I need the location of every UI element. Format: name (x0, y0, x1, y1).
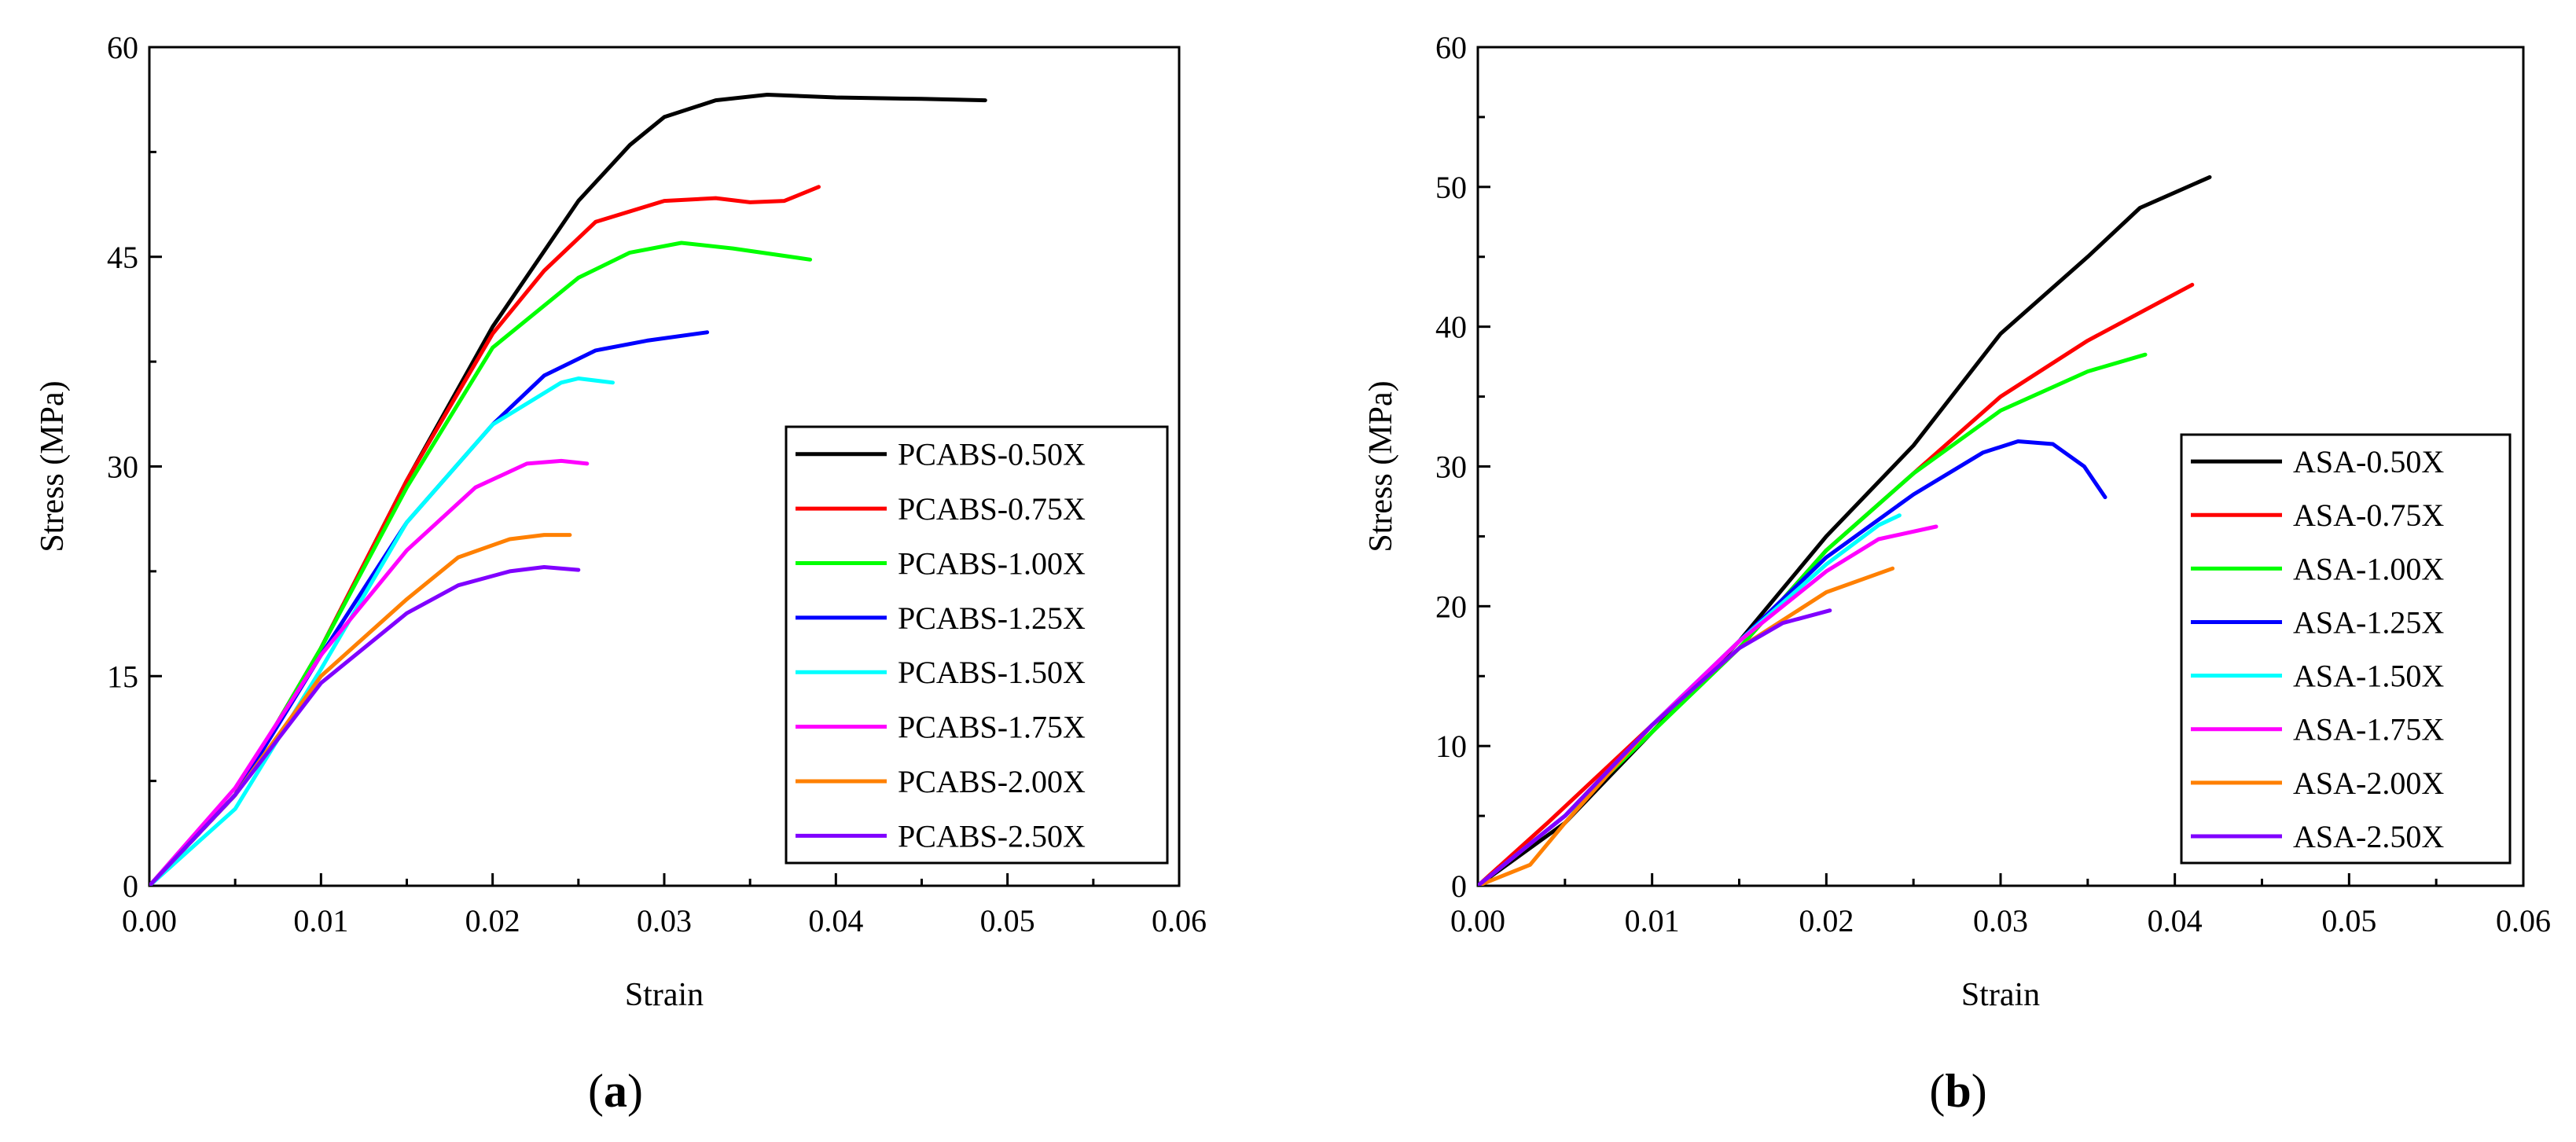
panel-b-legend-label: ASA-1.25X (2293, 604, 2444, 640)
panel-b-y-tick-label: 20 (1435, 589, 1467, 624)
panel-b-series-asa-0-50x (1478, 174, 2212, 886)
panel-a-legend-label: PCABS-0.75X (898, 491, 1086, 527)
panel-b-x-tick-label: 0.02 (1799, 903, 1854, 938)
panel-b-y-tick-label: 30 (1435, 450, 1467, 485)
panel-b-legend-label: ASA-1.50X (2293, 659, 2444, 694)
panel-a-legend-label: PCABS-1.00X (898, 545, 1086, 581)
panel-b-legend-label: ASA-2.50X (2293, 819, 2444, 854)
panel-b-x-tick-label: 0.04 (2148, 903, 2203, 938)
panel-a-x-tick-label: 0.05 (980, 903, 1035, 938)
panel-a-x-tick-label: 0.06 (1152, 903, 1207, 938)
panel-b-series-asa-1-25x (1478, 439, 2107, 886)
panel-a-legend-box (785, 425, 1169, 865)
panel-a-y-tick-label: 15 (107, 659, 138, 694)
panel-label-a: (a) (588, 1065, 643, 1117)
panel-a-legend-label: PCABS-2.00X (898, 764, 1086, 799)
panel-b-legend-label: ASA-0.75X (2293, 498, 2444, 533)
panel-b-x-tick-label: 0.06 (2496, 903, 2551, 938)
panel-b-series-asa-2-50x (1478, 608, 1832, 886)
panel-a-x-axis-label: Strain (625, 977, 704, 1013)
panel-a-series-pcabs-1-25x (149, 330, 710, 886)
panel-b-y-tick-label: 50 (1435, 170, 1467, 205)
panel-b-x-tick-label: 0.05 (2321, 903, 2376, 938)
panel-a-series-pcabs-0-75x (149, 185, 821, 886)
panel-a-legend-label: PCABS-1.25X (898, 600, 1086, 636)
panel-a-series-pcabs-2-00x (149, 533, 572, 886)
panel-b-y-tick-label: 0 (1451, 868, 1467, 904)
panel-b-y-tick-label: 60 (1435, 30, 1467, 65)
panel-b-y-tick-label: 40 (1435, 310, 1467, 345)
panel-a-x-tick-label: 0.00 (122, 903, 177, 938)
panel-b-legend-label: ASA-1.00X (2293, 551, 2444, 586)
panel-a-legend-label: PCABS-1.75X (898, 710, 1086, 745)
panel-a-legend-label: PCABS-0.50X (898, 437, 1086, 472)
panel-b-x-tick-label: 0.03 (1973, 903, 2028, 938)
panel-a-x-tick-label: 0.04 (808, 903, 863, 938)
chart-panel-b: 0.00 0.01 0.02 0.03 0.04 0.05 0.06 0 10 20 30 40 50 6… (1363, 30, 2551, 1013)
panel-b-legend-label: ASA-0.50X (2293, 444, 2444, 479)
panel-b-x-axis-label: Strain (1961, 977, 2040, 1013)
panel-a-y-tick-label: 0 (123, 868, 138, 904)
panel-a-y-tick-label: 60 (107, 30, 138, 65)
panel-b-legend-label: ASA-2.00X (2293, 766, 2444, 801)
panel-a-series-pcabs-2-50x (149, 565, 581, 886)
panel-a-series-pcabs-1-50x (149, 376, 615, 886)
panel-b-legend-box (2180, 433, 2512, 865)
panel-a-y-axis-label: Stress (MPa) (35, 380, 71, 552)
panel-a-x-tick-label: 0.01 (293, 903, 348, 938)
panel-a-y-tick-label: 45 (107, 240, 138, 275)
panel-b-y-axis-label: Stress (MPa) (1363, 380, 1399, 552)
panel-b-legend-label: ASA-1.75X (2293, 712, 2444, 747)
panel-a-legend-label: PCABS-2.50X (898, 818, 1086, 854)
panel-b-y-tick-label: 10 (1435, 729, 1467, 764)
chart-panel-a: 0.00 0.01 0.02 0.03 0.04 0.05 0.06 0 15 30 45 60 Str… (35, 30, 1207, 1013)
panel-b-x-tick-label: 0.00 (1450, 903, 1505, 938)
panel-b-x-tick-label: 0.01 (1625, 903, 1680, 938)
panel-a-x-tick-label: 0.03 (637, 903, 692, 938)
panel-label-b: (b) (1929, 1065, 1986, 1117)
panel-a-series-pcabs-1-75x (149, 458, 590, 886)
panel-a-y-tick-label: 30 (107, 450, 138, 485)
panel-a-legend-label: PCABS-1.50X (898, 655, 1086, 690)
panel-a-x-tick-label: 0.02 (465, 903, 520, 938)
